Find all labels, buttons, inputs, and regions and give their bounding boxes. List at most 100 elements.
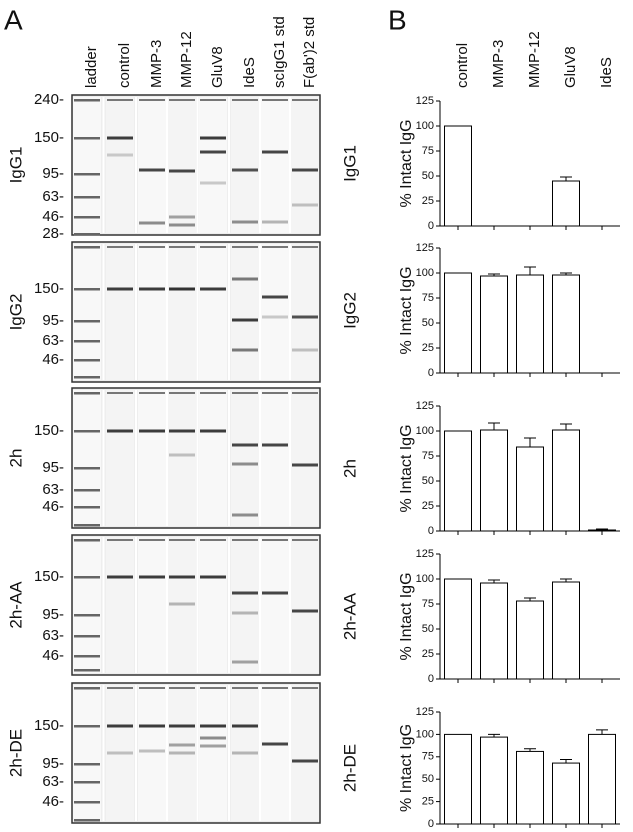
ladder-band	[74, 801, 100, 804]
bar	[516, 750, 544, 825]
ladder-band	[74, 467, 100, 470]
gel-band	[232, 220, 258, 224]
chart-title: 2h-DE	[340, 744, 359, 792]
gel-lane	[199, 244, 227, 380]
gel-label: 2h	[6, 449, 25, 468]
gel-band	[169, 575, 195, 579]
gel-band	[232, 277, 258, 281]
gel-band	[262, 315, 288, 319]
ladder-band	[74, 669, 100, 672]
gel-lane	[106, 244, 134, 380]
ladder-band	[74, 320, 100, 323]
lane-label: control	[116, 43, 133, 88]
gel-band	[107, 539, 133, 541]
y-axis-label: % Intact IgG	[398, 572, 415, 660]
gel-band	[107, 99, 133, 101]
bar	[480, 582, 508, 680]
gel-band	[107, 687, 133, 689]
size-marker: 240-	[34, 91, 64, 108]
gel-band	[139, 287, 165, 291]
y-tick-label: 50	[422, 773, 434, 785]
gel-band	[169, 724, 195, 728]
gel-band	[200, 744, 226, 748]
size-marker: 150-	[34, 280, 64, 297]
gel-band	[262, 443, 288, 447]
gel-band	[107, 246, 133, 248]
gel-band	[169, 743, 195, 747]
gel-lane	[231, 390, 259, 526]
gel-band	[169, 169, 195, 173]
gel-lane	[73, 685, 101, 821]
error-bar	[524, 748, 536, 752]
lane-label: MMP-12	[178, 31, 195, 88]
gel-label: IgG2	[6, 294, 25, 331]
bar	[444, 578, 472, 680]
bar	[444, 272, 472, 374]
lane-label: GluV8	[209, 46, 226, 88]
gel-lane	[106, 390, 134, 526]
gel-band	[200, 99, 226, 101]
category-label: IdeS	[598, 57, 615, 88]
gel-band	[232, 443, 258, 447]
y-tick-label: 125	[416, 706, 434, 718]
gel-band	[107, 724, 133, 728]
gel-lane	[261, 97, 289, 233]
gel-band	[262, 99, 288, 101]
size-marker: 150-	[34, 422, 64, 439]
ladder-band	[74, 576, 100, 579]
ladder-band	[74, 430, 100, 433]
y-tick-label: 125	[416, 242, 434, 254]
size-marker: 95-	[42, 606, 64, 623]
gel-band	[169, 287, 195, 291]
y-tick-label: 100	[416, 120, 434, 132]
gel-lane	[261, 537, 289, 673]
bar	[552, 429, 580, 532]
gel-band	[139, 687, 165, 689]
gel-lane	[231, 244, 259, 380]
y-tick-label: 25	[422, 796, 434, 808]
ladder-band	[74, 359, 100, 362]
lane-label: IdeS	[241, 57, 258, 88]
bar	[444, 430, 472, 532]
size-marker: 63-	[42, 627, 64, 644]
size-marker: 46-	[42, 793, 64, 810]
y-tick-label: 25	[422, 342, 434, 354]
size-marker: 63-	[42, 481, 64, 498]
ladder-band	[74, 376, 100, 379]
gel-band	[232, 751, 258, 755]
gel-band	[107, 751, 133, 755]
gel-band	[169, 99, 195, 101]
gel-band	[200, 246, 226, 248]
gel-lane	[231, 97, 259, 233]
error-bar	[560, 578, 572, 582]
gel-band	[169, 246, 195, 248]
size-marker: 46-	[42, 351, 64, 368]
error-bar	[560, 272, 572, 275]
gel-lane	[73, 244, 101, 380]
gel-lane	[291, 390, 319, 526]
gel-band	[200, 287, 226, 291]
gel-band	[232, 724, 258, 728]
gel-band	[107, 153, 133, 157]
ladder-band	[74, 819, 100, 822]
gel-band	[232, 539, 258, 541]
gel-band	[169, 453, 195, 457]
ladder-band	[74, 288, 100, 291]
y-tick-label: 25	[422, 195, 434, 207]
y-tick-label: 0	[428, 818, 434, 830]
y-tick-label: 100	[416, 267, 434, 279]
gel-band	[139, 221, 165, 225]
error-bar	[488, 273, 500, 276]
gel-band	[200, 429, 226, 433]
y-tick-label: 50	[422, 170, 434, 182]
ladder-band	[74, 763, 100, 766]
ladder-band	[74, 489, 100, 492]
gel-band	[169, 223, 195, 227]
ladder-band	[74, 524, 100, 527]
gel-band	[292, 99, 318, 101]
gel-band	[139, 429, 165, 433]
gel-band	[232, 348, 258, 352]
gel-band	[169, 687, 195, 689]
ladder-band	[74, 687, 100, 690]
